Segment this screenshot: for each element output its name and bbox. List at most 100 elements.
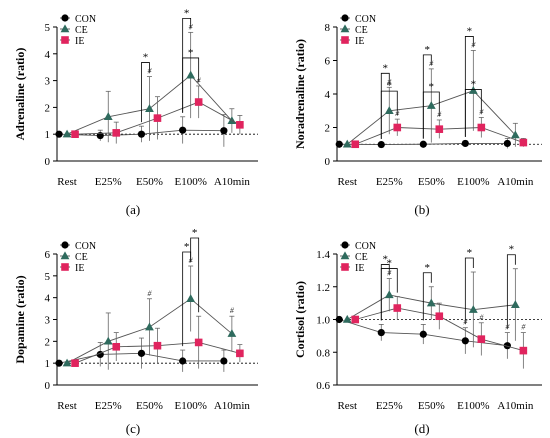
significance-bracket: * <box>422 81 440 139</box>
y-tick-label: 4 <box>45 293 51 305</box>
ce-legend-marker <box>60 251 70 260</box>
con-point <box>179 357 187 365</box>
con-point <box>461 139 469 148</box>
ce-legend-label: CE <box>355 252 368 263</box>
chart-panel-b: 0 2 4 6 8 Rest E25% E50% E100% A10min Noradrenalin… <box>293 14 542 217</box>
significance-bracket: * <box>506 244 516 329</box>
ce-point <box>468 86 478 94</box>
ie-legend-label: IE <box>75 36 84 47</box>
panel-label: (a) <box>126 202 140 217</box>
y-tick-label: 3 <box>45 76 51 88</box>
bracket-line <box>464 36 474 137</box>
hash-annotation: # <box>521 323 526 332</box>
x-tick-label: E100% <box>174 176 206 188</box>
significance-star: * <box>467 25 473 37</box>
bracket-line <box>182 57 200 113</box>
con-legend-marker <box>341 14 349 22</box>
y-tick-label: 5 <box>45 22 51 34</box>
y-axis-label: Adrenaline (ratio) <box>13 48 27 141</box>
ce-point <box>103 336 113 345</box>
y-tick-label: 0 <box>325 156 331 168</box>
y-axis-label: Cortisol (ratio) <box>293 281 307 358</box>
bracket-line <box>506 254 516 329</box>
y-tick-label: 2 <box>325 123 331 135</box>
significance-bracket: * <box>380 62 390 139</box>
con-point <box>503 139 511 148</box>
y-tick-label: 4 <box>45 49 51 61</box>
con-legend-marker <box>61 241 69 249</box>
y-tick-label: 0 <box>45 156 51 168</box>
ie-point <box>477 335 486 343</box>
panel-label: (c) <box>126 421 140 436</box>
hash-annotation: # <box>479 313 484 322</box>
ce-point <box>62 129 72 138</box>
x-tick-label: Rest <box>337 176 357 188</box>
ce-point <box>510 300 520 308</box>
ie-legend-marker <box>341 263 349 271</box>
significance-bracket: * <box>464 78 482 137</box>
panel-label: (b) <box>414 202 429 217</box>
con-point <box>419 140 427 148</box>
x-tick-label: E25% <box>376 400 403 412</box>
significance-bracket: * <box>464 247 474 324</box>
con-point <box>335 315 343 324</box>
x-tick-label: E100% <box>457 176 489 188</box>
bracket-line <box>422 91 440 139</box>
con-point <box>137 349 146 357</box>
ie-point <box>71 359 79 367</box>
con-point <box>335 140 343 148</box>
significance-star: * <box>387 80 393 92</box>
con-point <box>377 140 385 149</box>
ce-legend-marker <box>60 24 70 33</box>
hash-annotation: # <box>147 289 152 298</box>
y-tick-label: 8 <box>325 22 331 34</box>
ce-point <box>510 130 520 139</box>
y-tick-label: 1.4 <box>316 249 330 261</box>
con-legend-label: CON <box>75 241 96 252</box>
chart-panel-d: 0.6 0.8 1.0 1.2 1.4 Rest E25% E50% E100% A10min Co… <box>293 241 542 436</box>
x-tick-label: Rest <box>57 176 77 188</box>
significance-star: * <box>467 247 473 259</box>
ce-point <box>145 104 154 112</box>
con-legend-marker <box>61 14 69 22</box>
con-legend-label: CON <box>75 14 96 25</box>
ie-point <box>236 349 244 358</box>
ce-point <box>342 139 352 148</box>
ce-point <box>426 101 436 109</box>
y-tick-label: 2 <box>45 102 51 114</box>
y-tick-label: 0.6 <box>316 380 330 392</box>
bracket-line <box>464 89 482 137</box>
significance-star: * <box>188 47 194 59</box>
ce-legend-label: CE <box>75 252 88 263</box>
ce-point <box>426 298 436 307</box>
ce-legend-label: CE <box>355 25 368 36</box>
ce-point <box>103 112 113 120</box>
ie-point <box>519 346 528 355</box>
x-tick-label: E100% <box>174 400 206 412</box>
y-tick-label: 6 <box>325 56 331 68</box>
bracket-line <box>422 272 432 321</box>
hash-annotation: # <box>230 306 235 315</box>
y-axis-label: Noradrenaline (ratio) <box>293 39 307 149</box>
significance-bracket: * <box>182 47 200 113</box>
ie-point <box>236 121 244 129</box>
y-tick-label: 0.8 <box>316 347 330 359</box>
ie-point <box>435 125 444 133</box>
con-legend-marker <box>341 241 349 249</box>
con-point <box>377 329 385 337</box>
bracket-line <box>380 268 398 321</box>
y-axis-label: Dopamine (ratio) <box>13 275 27 363</box>
significance-star: * <box>383 62 389 74</box>
x-tick-label: E25% <box>95 176 122 188</box>
con-point <box>55 130 63 138</box>
significance-star: * <box>387 258 393 270</box>
con-point <box>137 130 146 138</box>
y-tick-label: 1 <box>45 129 51 141</box>
y-tick-label: 2 <box>45 336 51 348</box>
significance-bracket: * <box>141 52 150 123</box>
hash-annotation: # <box>387 77 392 86</box>
ce-legend-marker <box>340 251 350 260</box>
con-point <box>220 127 228 135</box>
con-legend-label: CON <box>355 241 376 252</box>
